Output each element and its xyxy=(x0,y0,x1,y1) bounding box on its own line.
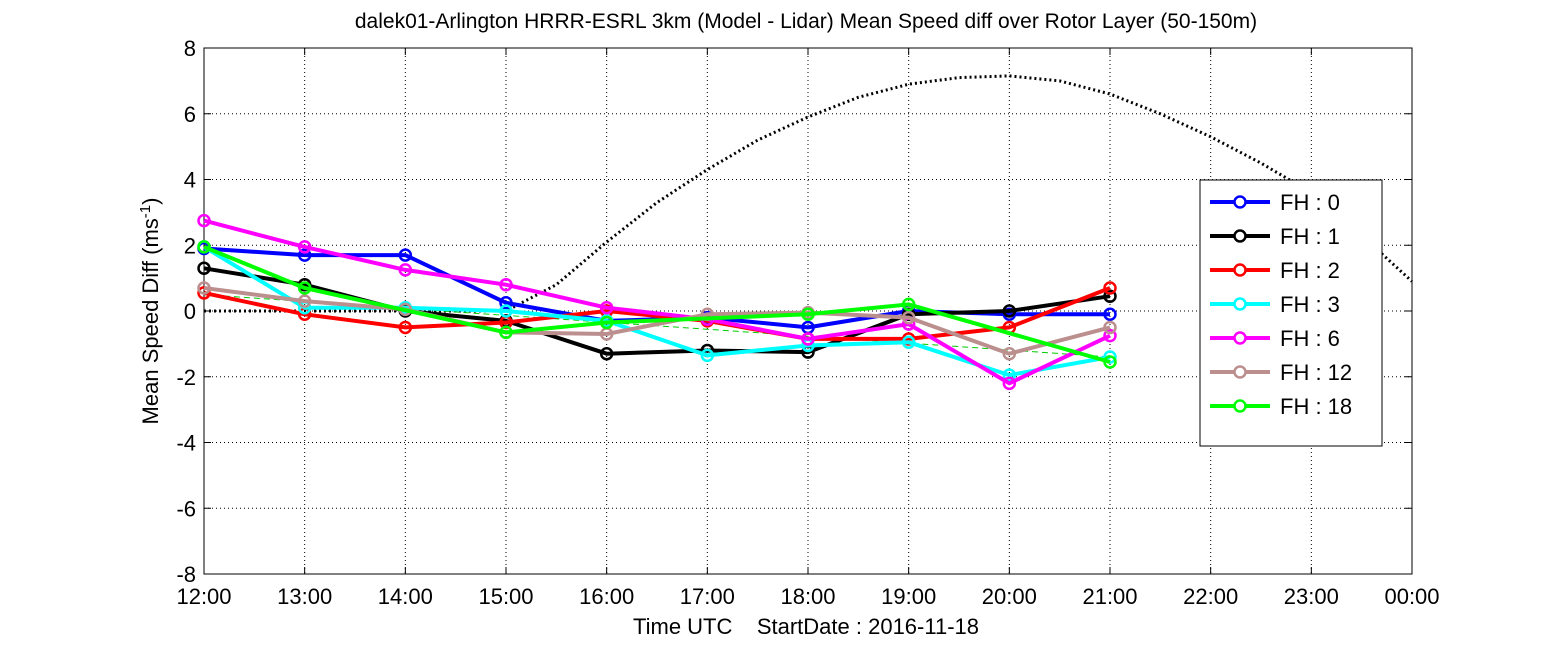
data-point xyxy=(1002,368,1017,382)
y-tick-label: -4 xyxy=(176,431,196,456)
data-point xyxy=(197,281,211,295)
data-point xyxy=(1103,289,1117,303)
series-line xyxy=(203,286,1111,341)
x-tick-label: 12:00 xyxy=(176,584,231,609)
legend-marker xyxy=(1233,399,1247,413)
data-point xyxy=(197,240,211,254)
data-point xyxy=(1002,304,1017,318)
x-tick-label: 20:00 xyxy=(982,584,1037,609)
data-point xyxy=(297,240,312,254)
data-point xyxy=(1103,307,1117,322)
data-point xyxy=(901,335,916,349)
data-point xyxy=(700,348,715,363)
legend-label: FH : 2 xyxy=(1280,258,1340,283)
data-point xyxy=(197,286,211,300)
data-point xyxy=(1103,328,1117,343)
x-tick-label: 15:00 xyxy=(478,584,533,609)
legend-marker xyxy=(1233,195,1247,209)
y-tick-label: 0 xyxy=(184,299,196,324)
y-tick-label: -6 xyxy=(176,496,196,521)
data-point xyxy=(1103,281,1117,295)
data-point xyxy=(499,296,513,310)
series-5 xyxy=(197,281,1117,361)
y-axis-label: Mean Speed Diff (ms-1) xyxy=(137,198,164,425)
x-tick-label: 17:00 xyxy=(680,584,735,609)
data-point xyxy=(297,248,312,262)
data-point xyxy=(499,304,513,318)
data-point xyxy=(1103,320,1117,335)
data-point xyxy=(1103,350,1117,364)
data-point xyxy=(499,325,513,340)
x-tick-label: 18:00 xyxy=(780,584,835,609)
y-axis-label-sup: -1 xyxy=(137,205,154,218)
legend-label: FH : 0 xyxy=(1280,190,1340,215)
series-4 xyxy=(197,213,1117,391)
series-6 xyxy=(197,240,1117,369)
series-line xyxy=(203,286,1111,356)
data-point xyxy=(1103,355,1117,369)
x-tick-label: 21:00 xyxy=(1082,584,1137,609)
x-axis-label: Time UTC StartDate : 2016-11-18 xyxy=(633,614,979,639)
x-tick-label: 19:00 xyxy=(881,584,936,609)
legend-marker xyxy=(1233,297,1247,311)
x-axis: 12:00 13:00 14:00 15:00 16:00 17:00 18:00 19:00… xyxy=(176,48,1440,609)
y-tick-label: -2 xyxy=(176,365,196,390)
data-point xyxy=(499,277,513,292)
data-point xyxy=(1002,376,1017,391)
data-point xyxy=(801,307,815,322)
y-tick-label: -8 xyxy=(176,562,196,587)
x-tick-label: 23:00 xyxy=(1284,584,1339,609)
y-axis-label-main: Mean Speed Diff (ms xyxy=(138,218,163,424)
legend-label: FH : 18 xyxy=(1280,394,1352,419)
series-line xyxy=(202,245,1111,378)
data-point xyxy=(197,213,211,228)
x-tick-label: 13:00 xyxy=(277,584,332,609)
data-point xyxy=(297,294,312,308)
legend-marker xyxy=(1233,263,1247,277)
series-line xyxy=(203,245,1111,364)
chart-title: dalek01-Arlington HRRR-ESRL 3km (Model -… xyxy=(355,10,1257,33)
data-point xyxy=(901,297,916,312)
data-point xyxy=(599,300,614,315)
data-point xyxy=(398,263,413,277)
data-point xyxy=(599,346,614,361)
x-tick-label: 14:00 xyxy=(378,584,433,609)
legend-label: FH : 6 xyxy=(1280,326,1340,351)
data-point xyxy=(1002,346,1017,361)
y-tick-label: 6 xyxy=(184,102,196,127)
y-tick-label: 4 xyxy=(184,168,196,193)
legend-label: FH : 3 xyxy=(1280,292,1340,317)
series-line xyxy=(203,218,1111,386)
x-tick-label: 00:00 xyxy=(1384,584,1439,609)
data-point xyxy=(599,315,614,330)
data-point xyxy=(197,261,211,276)
data-point xyxy=(398,248,413,262)
data-point xyxy=(297,281,312,295)
data-point xyxy=(398,320,413,335)
x-tick-label: 22:00 xyxy=(1183,584,1238,609)
data-point xyxy=(801,332,815,346)
x-tick-label: 16:00 xyxy=(579,584,634,609)
legend-label: FH : 1 xyxy=(1280,224,1340,249)
y-tick-label: 8 xyxy=(184,36,196,61)
y-tick-label: 2 xyxy=(184,233,196,258)
legend-marker xyxy=(1233,331,1247,345)
legend-box xyxy=(1199,179,1383,447)
legend-marker xyxy=(1233,365,1247,379)
legend-label: FH : 12 xyxy=(1280,360,1352,385)
y-axis-label-end: ) xyxy=(138,198,163,205)
legend: FH : 0 FH : 1 FH : 2 FH : 3 FH : 6 FH : 12 FH … xyxy=(1199,179,1383,447)
series-group xyxy=(197,213,1117,391)
data-point xyxy=(901,310,916,325)
legend-marker xyxy=(1233,229,1247,243)
